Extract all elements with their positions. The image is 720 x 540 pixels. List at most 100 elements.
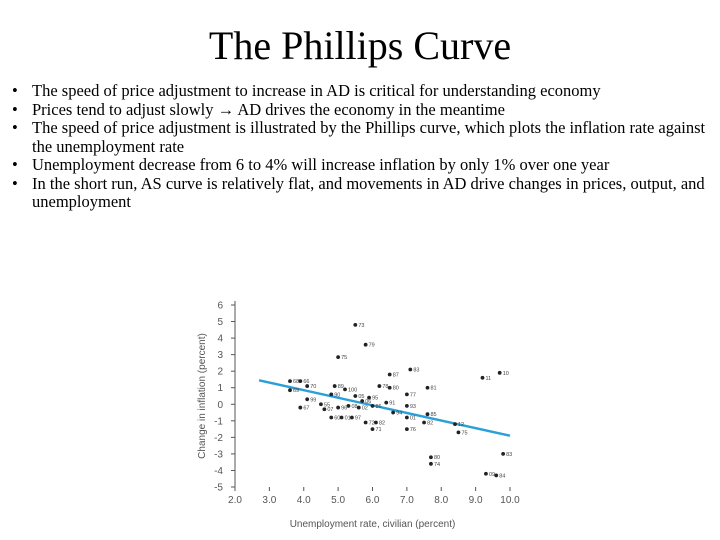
data-point-label: 11 [486, 376, 492, 382]
data-point [377, 384, 382, 388]
x-tick-label: 5.0 [331, 495, 345, 506]
data-point [497, 370, 502, 375]
data-point-label: 82 [379, 420, 385, 426]
data-point-label: 80 [434, 455, 440, 461]
data-point [425, 412, 430, 417]
data-point-label: 89 [338, 384, 344, 390]
x-tick-label: 2.0 [228, 495, 242, 506]
y-tick-label: 5 [217, 317, 223, 328]
data-point [332, 384, 337, 388]
data-point [363, 342, 368, 347]
data-point-label: 84 [499, 473, 505, 479]
data-point-label: 74 [434, 462, 440, 468]
data-point-label: 99 [310, 397, 316, 403]
data-point-label: 12 [458, 422, 464, 428]
data-point-label: 05 [358, 394, 364, 400]
data-point-label: 83 [506, 452, 512, 458]
slide-title: The Phillips Curve [208, 23, 512, 68]
x-tick-label: 9.0 [469, 495, 483, 506]
y-tick-label: -1 [214, 416, 223, 427]
data-point-label: 72 [369, 420, 375, 426]
data-point-label: 85 [431, 412, 437, 418]
data-point [404, 427, 409, 431]
data-point-label: 82 [427, 420, 433, 426]
data-point-label: 90 [334, 392, 340, 398]
bullet-item: Unemployment decrease from 6 to 4% will … [12, 155, 712, 175]
data-point [404, 404, 409, 408]
data-point-label: 77 [410, 392, 416, 398]
data-point [322, 407, 327, 412]
data-point-label: 02 [362, 406, 368, 412]
y-tick-label: 1 [217, 383, 223, 394]
data-point [370, 427, 375, 431]
data-point-label: 09 [489, 472, 495, 478]
data-point [404, 392, 409, 397]
y-tick-label: 4 [217, 334, 223, 345]
x-tick-label: 10.0 [500, 495, 520, 506]
data-point-label: 67 [303, 406, 309, 412]
bullet-item: Prices tend to adjust slowly → AD drives… [12, 100, 712, 120]
data-point [374, 420, 378, 425]
data-point [453, 422, 457, 427]
data-point-label: 100 [348, 387, 357, 393]
data-point-label: 71 [376, 427, 382, 433]
data-point [370, 404, 375, 408]
x-tick-label: 8.0 [434, 495, 448, 506]
data-point-label: 83 [413, 368, 419, 374]
data-point [456, 430, 461, 435]
data-point-label: 79 [369, 343, 375, 349]
data-point-label: 75 [461, 430, 467, 436]
data-point [288, 388, 292, 393]
data-point-label: 81 [431, 386, 437, 392]
data-point [346, 404, 351, 408]
data-point-label: 94 [396, 411, 402, 417]
data-point [391, 410, 396, 415]
y-tick-label: -2 [214, 433, 223, 444]
data-point-label: 86 [376, 404, 382, 410]
data-point-label: 08 [351, 404, 357, 410]
data-point-label: 10 [503, 371, 509, 377]
data-point-label: 80 [393, 386, 399, 392]
data-point-label: 70 [310, 384, 316, 390]
data-point [422, 420, 426, 425]
data-point [339, 415, 344, 420]
data-point-label: 69 [293, 388, 299, 394]
data-point [404, 415, 409, 420]
data-point [494, 473, 499, 478]
data-point [356, 405, 361, 410]
fit-line-group [258, 379, 511, 437]
data-point-label: 01 [345, 416, 351, 422]
data-point [305, 384, 310, 388]
data-point [429, 461, 433, 466]
data-point [329, 392, 334, 397]
data-point-label: 66 [303, 379, 309, 385]
data-point [363, 420, 368, 425]
data-point [298, 379, 303, 384]
data-point-label: 93 [410, 404, 416, 410]
data-point [298, 405, 303, 410]
data-point-label: 78 [382, 384, 388, 390]
data-point-label: 75 [341, 355, 347, 361]
data-point-label: 55 [324, 402, 330, 408]
phillips-fit-line [258, 379, 511, 437]
data-point-label: 95 [372, 396, 378, 402]
data-point [387, 372, 392, 377]
data-point-label: 97 [355, 416, 361, 422]
data-point [484, 471, 488, 476]
bullet-item: In the short run, AS curve is relatively… [12, 174, 712, 212]
bullet-item: The speed of price adjustment to increas… [12, 81, 712, 101]
data-point-label: 60 [334, 416, 340, 422]
x-axis-label: Unemployment rate, civilian (percent) [290, 519, 456, 530]
y-tick-label: -4 [214, 466, 223, 477]
y-tick-label: 0 [217, 400, 223, 411]
y-axis-label: Change in inflation (percent) [197, 333, 208, 459]
data-point [408, 367, 413, 372]
data-point [288, 379, 292, 384]
y-tick-label: -5 [214, 483, 223, 494]
data-point [425, 385, 430, 390]
data-point [384, 400, 389, 405]
x-tick-label: 6.0 [366, 495, 380, 506]
